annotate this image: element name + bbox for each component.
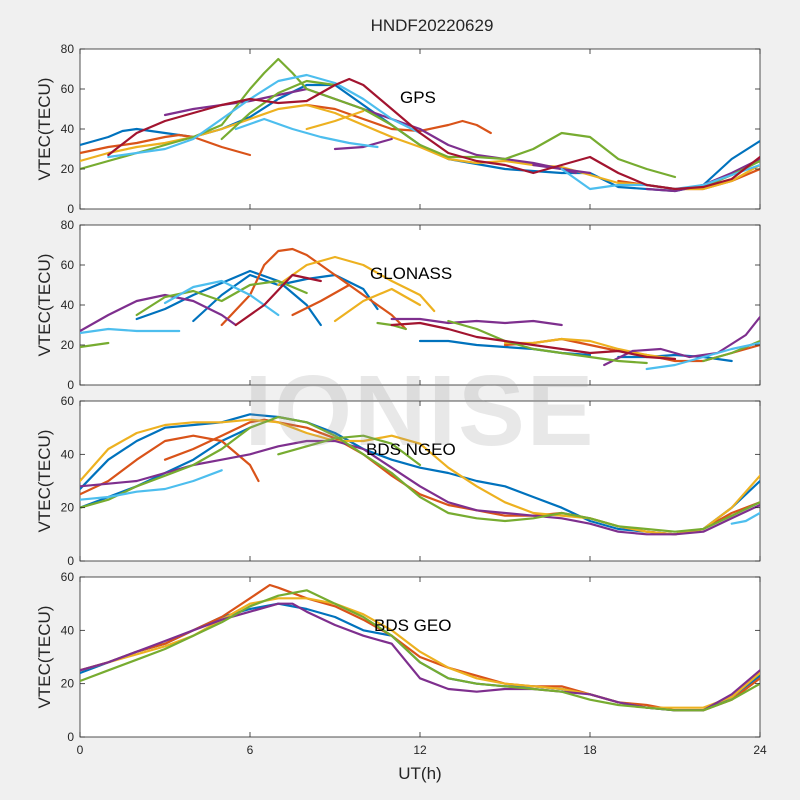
series-line-glonass-2	[192, 273, 379, 323]
series-line-gps-15	[107, 73, 422, 159]
series-line-gps-2	[80, 133, 181, 155]
series-line-gps-9	[333, 137, 393, 151]
y-axis-label-glonass: VTEC(TECU)	[35, 254, 54, 357]
series-line-bds-ngeo-3	[80, 434, 260, 496]
y-tick-label-glonass: 80	[61, 218, 75, 232]
x-tick-label-bds-geo: 6	[247, 743, 254, 757]
series-line-glonass-8	[277, 255, 436, 313]
x-tick-label-bds-geo: 24	[753, 743, 767, 757]
y-axis-label-bds-ngeo: VTEC(TECU)	[35, 430, 54, 533]
series-line-glonass-15	[135, 279, 308, 317]
series-line-gps-4	[305, 103, 492, 135]
series-group-glonass	[80, 247, 760, 371]
series-group-bds-geo	[80, 583, 760, 712]
series-line-glonass-23	[390, 321, 677, 361]
series-line-gps-18	[107, 77, 760, 191]
y-tick-label-gps: 20	[61, 162, 75, 176]
series-line-glonass-20	[163, 279, 280, 317]
series-line-glonass-14	[80, 341, 110, 349]
panel-gps: 0 20 40 60 80 VTEC(TECU) GPS	[35, 42, 761, 216]
series-line-glonass-5	[220, 247, 407, 331]
series-line-glonass-22	[234, 273, 322, 327]
y-tick-label-bds-geo: 60	[61, 570, 75, 584]
series-line-gps-1	[80, 83, 760, 193]
series-line-glonass-13	[603, 315, 760, 367]
y-tick-label-bds-ngeo: 40	[61, 447, 75, 461]
series-line-glonass-19	[80, 327, 181, 335]
series-line-gps-12	[80, 57, 677, 179]
y-axis-label-gps: VTEC(TECU)	[35, 78, 54, 181]
y-axis-label-bds-geo: VTEC(TECU)	[35, 606, 54, 709]
y-tick-label-gps: 0	[67, 202, 74, 216]
series-group-gps	[80, 57, 760, 193]
series-group-bds-ngeo	[80, 413, 760, 536]
y-tick-label-glonass: 0	[67, 378, 74, 392]
y-tick-label-glonass: 60	[61, 258, 75, 272]
panel-bds-geo: 0 6 12 18 24 0 20 40 60 VTEC(TECU) BDS GEO UT(h)	[35, 570, 767, 783]
y-tick-label-glonass: 40	[61, 298, 75, 312]
panel-annotation-bds-ngeo: BDS NGEO	[366, 440, 456, 459]
watermark: IONISE	[245, 355, 596, 467]
series-line-bds-ngeo-10	[730, 511, 760, 525]
y-tick-label-bds-geo: 20	[61, 677, 75, 691]
series-line-gps-16	[234, 117, 379, 149]
figure-title: HNDF20220629	[371, 16, 494, 35]
y-tick-label-bds-ngeo: 20	[61, 501, 75, 515]
panel-glonass: 0 20 40 60 80 VTEC(TECU) GLONASS	[35, 218, 761, 392]
series-line-glonass-11	[80, 293, 237, 333]
x-tick-label-bds-geo: 18	[583, 743, 597, 757]
y-tick-label-gps: 60	[61, 82, 75, 96]
y-tick-label-bds-geo: 40	[61, 623, 75, 637]
series-line-bds-ngeo-8	[277, 434, 422, 467]
series-line-glonass-17	[447, 319, 648, 365]
series-line-glonass-1	[135, 269, 322, 327]
panel-annotation-gps: GPS	[400, 88, 436, 107]
series-line-gps-7	[305, 109, 365, 131]
panel-bds-ngeo: 0 20 40 60 VTEC(TECU) BDS NGEO	[35, 394, 761, 568]
panel-annotation-glonass: GLONASS	[370, 264, 452, 283]
y-tick-label-gps: 80	[61, 42, 75, 56]
series-line-glonass-10	[503, 337, 677, 361]
series-line-bds-geo-5	[80, 589, 760, 712]
series-line-gps-3	[178, 133, 252, 157]
y-tick-label-bds-geo: 0	[67, 730, 74, 744]
y-tick-label-bds-ngeo: 0	[67, 554, 74, 568]
x-tick-label-bds-geo: 0	[77, 743, 84, 757]
series-line-bds-ngeo-7	[80, 415, 760, 533]
x-axis-label: UT(h)	[398, 764, 441, 783]
series-line-glonass-21	[645, 341, 760, 371]
y-tick-label-gps: 40	[61, 122, 75, 136]
series-line-glonass-9	[333, 287, 422, 323]
y-tick-label-bds-ngeo: 60	[61, 394, 75, 408]
panel-annotation-bds-geo: BDS GEO	[374, 616, 451, 635]
series-line-gps-13	[220, 79, 337, 141]
x-tick-label-bds-geo: 12	[413, 743, 427, 757]
series-line-bds-ngeo-9	[80, 469, 223, 501]
series-line-bds-ngeo-5	[80, 418, 760, 536]
series-line-glonass-6	[291, 283, 351, 317]
series-line-glonass-12	[390, 317, 563, 327]
y-tick-label-glonass: 20	[61, 338, 75, 352]
